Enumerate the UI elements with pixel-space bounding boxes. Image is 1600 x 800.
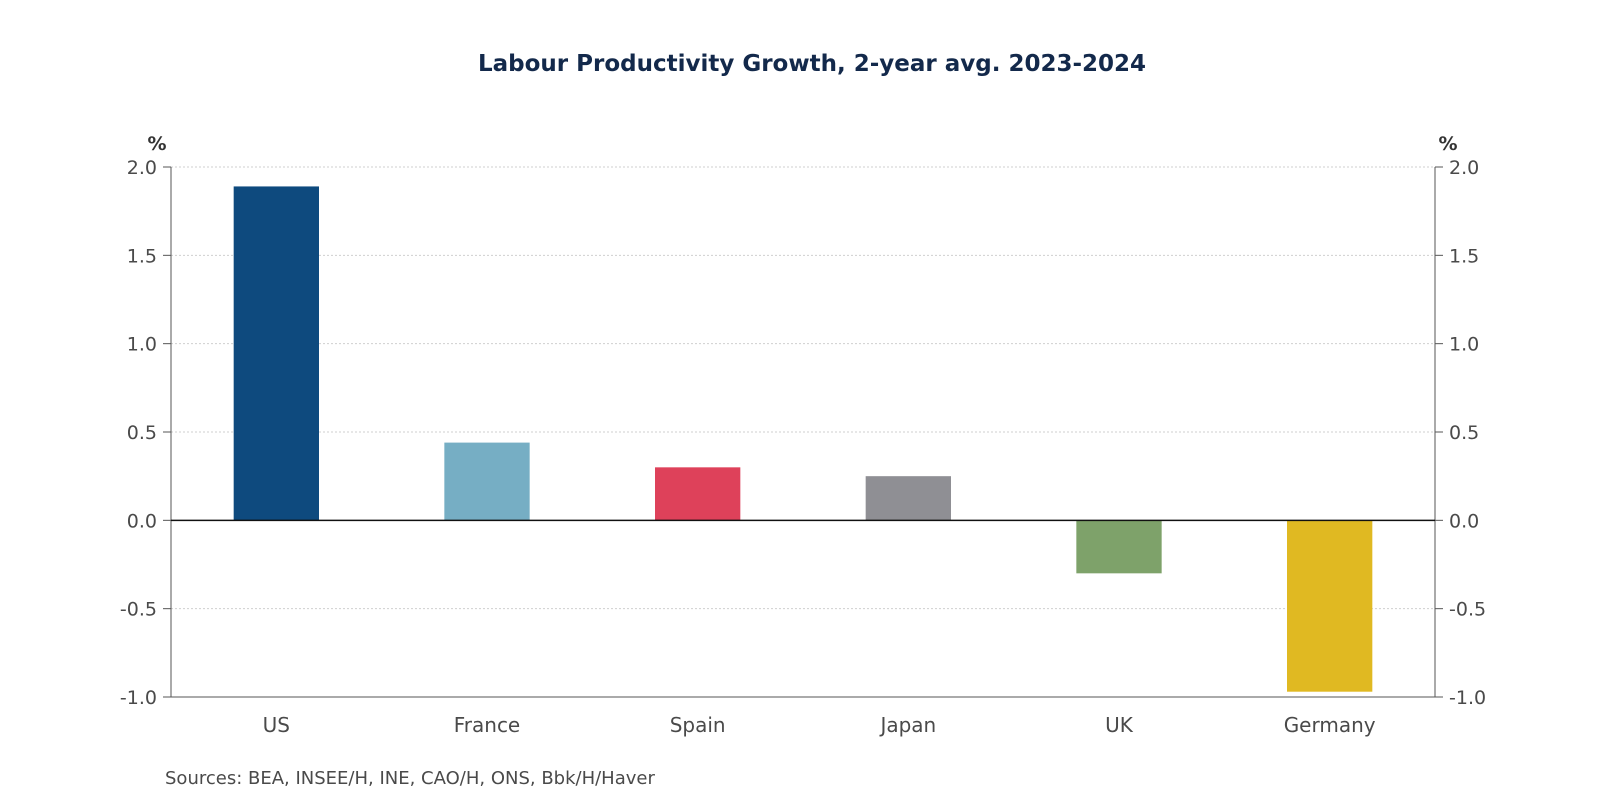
left-tick-label: 1.0 [127, 334, 157, 356]
right-tick-label: -0.5 [1449, 599, 1486, 621]
category-label: France [454, 713, 521, 737]
right-axis-unit: % [1438, 133, 1457, 155]
category-labels: US France Spain Japan UK Germany [263, 713, 1376, 737]
right-tick-label: 0.0 [1449, 510, 1479, 532]
right-tick-label: 0.5 [1449, 422, 1479, 444]
category-label: Germany [1284, 713, 1376, 737]
bars [233, 186, 1373, 692]
left-tick-label: 0.5 [127, 422, 157, 444]
right-tick-label: 1.5 [1449, 245, 1479, 267]
axes: 2.0 2.0 1.5 1.5 1.0 1.0 0.5 0.5 0.0 0.0 -0.5 -0.5 -1… [120, 157, 1486, 709]
category-label: UK [1105, 713, 1134, 737]
bar-germany [1287, 520, 1373, 692]
right-tick-label: -1.0 [1449, 687, 1486, 709]
chart-title: Labour Productivity Growth, 2-year avg. … [478, 51, 1146, 77]
bar-uk [1076, 520, 1162, 574]
left-tick-label: -1.0 [120, 687, 157, 709]
category-label: Japan [878, 713, 936, 737]
bar-japan [865, 476, 951, 521]
source-note: Sources: BEA, INSEE/H, INE, CAO/H, ONS, … [165, 768, 655, 789]
left-axis-unit: % [147, 133, 166, 155]
left-tick-label: 1.5 [127, 245, 157, 267]
right-tick-label: 2.0 [1449, 157, 1479, 179]
category-label: US [263, 713, 290, 737]
right-tick-label: 1.0 [1449, 334, 1479, 356]
gridlines [171, 166, 1435, 610]
left-tick-label: 0.0 [127, 510, 157, 532]
left-tick-label: -0.5 [120, 599, 157, 621]
bar-france [444, 442, 530, 521]
bar-us [233, 186, 319, 521]
category-label: Spain [670, 713, 726, 737]
bar-spain [655, 467, 741, 521]
left-tick-label: 2.0 [127, 157, 157, 179]
